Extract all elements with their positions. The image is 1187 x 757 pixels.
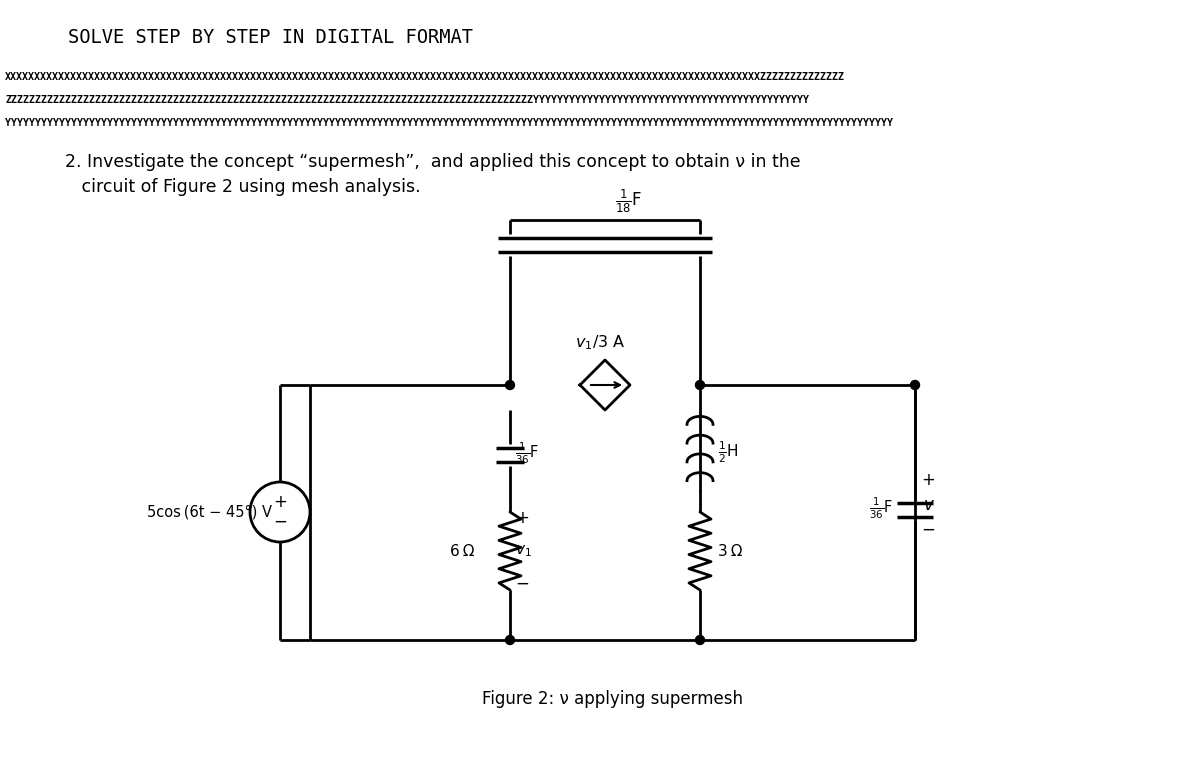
Text: $v$: $v$ bbox=[923, 496, 935, 514]
Text: ZZZZZZZZZZZZZZZZZZZZZZZZZZZZZZZZZZZZZZZZZZZZZZZZZZZZZZZZZZZZZZZZZZZZZZZZZZZZZZZZ: ZZZZZZZZZZZZZZZZZZZZZZZZZZZZZZZZZZZZZZZZ… bbox=[5, 95, 810, 105]
Circle shape bbox=[506, 381, 514, 390]
Text: −: − bbox=[273, 513, 287, 531]
Text: SOLVE STEP BY STEP IN DIGITAL FORMAT: SOLVE STEP BY STEP IN DIGITAL FORMAT bbox=[68, 28, 472, 47]
Text: 2. Investigate the concept “supermesh”,  and applied this concept to obtain ν in: 2. Investigate the concept “supermesh”, … bbox=[65, 153, 800, 171]
Text: $\frac{1}{36}$F: $\frac{1}{36}$F bbox=[515, 441, 539, 466]
Text: +: + bbox=[273, 493, 287, 511]
Text: 5cos (6t − 45°) V: 5cos (6t − 45°) V bbox=[147, 504, 272, 519]
Circle shape bbox=[696, 635, 705, 644]
Circle shape bbox=[696, 381, 705, 390]
Text: 6 Ω: 6 Ω bbox=[451, 544, 475, 559]
Text: +: + bbox=[515, 509, 529, 527]
Text: −: − bbox=[515, 575, 529, 593]
Text: Figure 2: ν applying supermesh: Figure 2: ν applying supermesh bbox=[482, 690, 743, 708]
Circle shape bbox=[506, 635, 514, 644]
Text: circuit of Figure 2 using mesh analysis.: circuit of Figure 2 using mesh analysis. bbox=[65, 178, 420, 196]
Text: 3 Ω: 3 Ω bbox=[718, 544, 743, 559]
Text: $\frac{1}{18}$F: $\frac{1}{18}$F bbox=[615, 188, 642, 215]
Text: $v_1$/3 A: $v_1$/3 A bbox=[575, 333, 626, 352]
Circle shape bbox=[910, 381, 920, 390]
Text: −: − bbox=[921, 521, 935, 539]
Text: $\frac{1}{2}$H: $\frac{1}{2}$H bbox=[718, 439, 738, 465]
Text: $v_1$: $v_1$ bbox=[515, 544, 532, 559]
Text: YYYYYYYYYYYYYYYYYYYYYYYYYYYYYYYYYYYYYYYYYYYYYYYYYYYYYYYYYYYYYYYYYYYYYYYYYYYYYYYY: YYYYYYYYYYYYYYYYYYYYYYYYYYYYYYYYYYYYYYYY… bbox=[5, 118, 893, 128]
Text: +: + bbox=[921, 471, 935, 489]
Text: $\frac{1}{36}$F: $\frac{1}{36}$F bbox=[869, 495, 893, 521]
Text: XXXXXXXXXXXXXXXXXXXXXXXXXXXXXXXXXXXXXXXXXXXXXXXXXXXXXXXXXXXXXXXXXXXXXXXXXXXXXXXX: XXXXXXXXXXXXXXXXXXXXXXXXXXXXXXXXXXXXXXXX… bbox=[5, 72, 845, 82]
